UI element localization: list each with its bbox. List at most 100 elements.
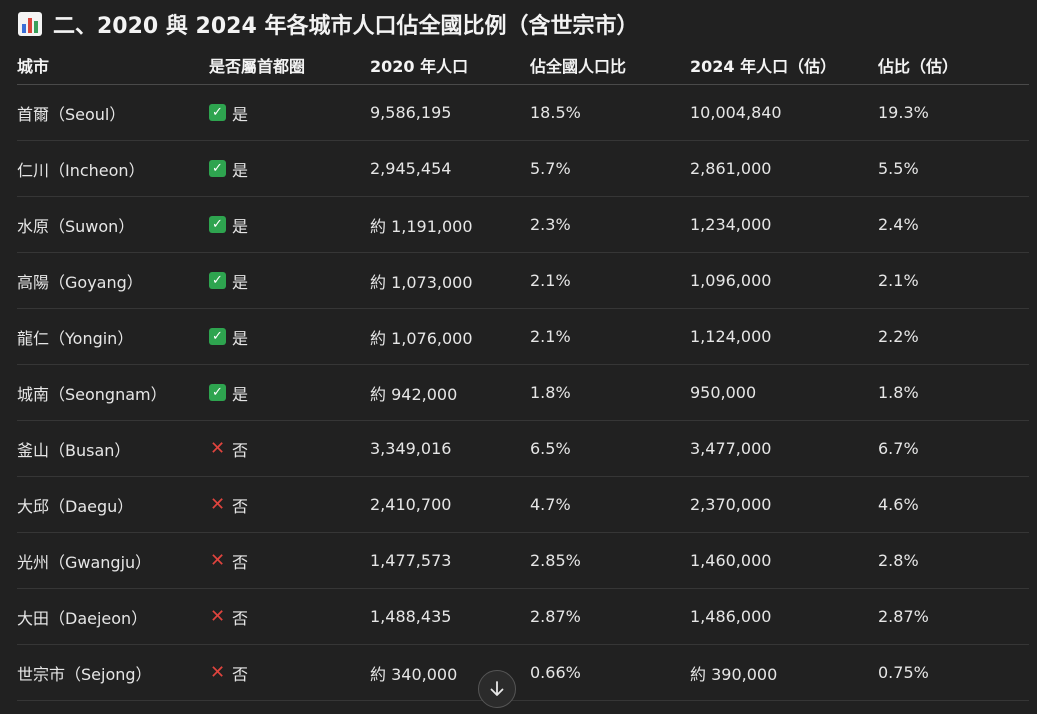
cross-icon: ✕ [209, 550, 226, 571]
column-header-share-2020: 佔全國人口比 [530, 46, 690, 85]
table-row: 龍仁（Yongin） ✓ 是約 1,076,000 2.1% 1,124,000 2.2% [17, 308, 1029, 365]
city-cell: 首爾（Seoul） [17, 84, 209, 141]
share-2024-cell: 2.87% [878, 588, 1029, 645]
table-row: 釜山（Busan） ✕ 否 3,349,016 6.5% 3,477,000 6.7% [17, 420, 1029, 477]
pop-2024-cell: 約 390,000 [690, 644, 878, 701]
bar-chart-icon [17, 11, 43, 37]
share-2020-cell: 0.66% [530, 644, 690, 701]
city-cell: 釜山（Busan） [17, 420, 209, 477]
capital-area-cell: ✓ 是 [209, 364, 370, 421]
table-header-row: 城市 是否屬首都圈 2020 年人口 佔全國人口比 2024 年人口（估） 佔比… [17, 46, 1029, 85]
check-icon: ✓ [209, 216, 226, 233]
check-icon: ✓ [209, 328, 226, 345]
share-2020-cell: 4.7% [530, 476, 690, 533]
scroll-down-button[interactable] [478, 670, 516, 708]
share-2020-cell: 5.7% [530, 140, 690, 197]
section-title: 二、2020 與 2024 年各城市人口佔全國比例（含世宗市） [53, 14, 639, 39]
share-2020-cell: 2.87% [530, 588, 690, 645]
check-icon: ✓ [209, 272, 226, 289]
capital-area-cell: ✓ 是 [209, 252, 370, 309]
share-2024-cell: 0.75% [878, 644, 1029, 701]
check-icon: ✓ [209, 104, 226, 121]
table-row: 大邱（Daegu） ✕ 否 2,410,700 4.7% 2,370,000 4.6% [17, 476, 1029, 533]
cross-icon: ✕ [209, 494, 226, 515]
capital-area-cell: ✕ 否 [209, 532, 370, 589]
capital-area-label: 否 [232, 608, 249, 628]
pop-2024-cell: 10,004,840 [690, 84, 878, 141]
pop-2024-cell: 1,124,000 [690, 308, 878, 365]
pop-2020-cell: 約 1,073,000 [370, 252, 530, 309]
pop-2020-cell: 2,410,700 [370, 476, 530, 533]
pop-2024-cell: 1,096,000 [690, 252, 878, 309]
capital-area-cell: ✓ 是 [209, 308, 370, 365]
pop-2020-cell: 約 1,076,000 [370, 308, 530, 365]
share-2020-cell: 18.5% [530, 84, 690, 141]
capital-area-label: 否 [232, 440, 249, 460]
capital-area-label: 是 [232, 328, 249, 348]
pop-2024-cell: 950,000 [690, 364, 878, 421]
column-header-pop-2024: 2024 年人口（估） [690, 46, 878, 85]
capital-area-label: 是 [232, 104, 249, 124]
pop-2020-cell: 3,349,016 [370, 420, 530, 477]
arrow-down-icon [490, 681, 504, 696]
city-cell: 城南（Seongnam） [17, 364, 209, 421]
pop-2024-cell: 2,861,000 [690, 140, 878, 197]
pop-2024-cell: 2,370,000 [690, 476, 878, 533]
city-cell: 仁川（Incheon） [17, 140, 209, 197]
pop-2020-cell: 2,945,454 [370, 140, 530, 197]
share-2024-cell: 5.5% [878, 140, 1029, 197]
table-row: 光州（Gwangju） ✕ 否 1,477,573 2.85% 1,460,000 2.8% [17, 532, 1029, 589]
check-icon: ✓ [209, 160, 226, 177]
table-row: 世宗市（Sejong） ✕ 否約 340,000 0.66% 約 390,000 0.75… [17, 644, 1029, 701]
table-row: 高陽（Goyang） ✓ 是約 1,073,000 2.1% 1,096,000 2.1% [17, 252, 1029, 309]
share-2024-cell: 2.1% [878, 252, 1029, 309]
capital-area-label: 是 [232, 160, 249, 180]
pop-2024-cell: 1,234,000 [690, 196, 878, 253]
capital-area-cell: ✕ 否 [209, 644, 370, 701]
capital-area-label: 是 [232, 384, 249, 404]
table-body: 首爾（Seoul） ✓ 是 9,586,195 18.5% 10,004,840 19.3%… [17, 84, 1029, 701]
cross-icon: ✕ [209, 438, 226, 459]
table-row: 水原（Suwon） ✓ 是約 1,191,000 2.3% 1,234,000 2.4% [17, 196, 1029, 253]
pop-2020-cell: 1,488,435 [370, 588, 530, 645]
capital-area-label: 是 [232, 216, 249, 236]
share-2024-cell: 2.4% [878, 196, 1029, 253]
city-cell: 高陽（Goyang） [17, 252, 209, 309]
table-row: 仁川（Incheon） ✓ 是 2,945,454 5.7% 2,861,000 5.5% [17, 140, 1029, 197]
share-2020-cell: 2.1% [530, 252, 690, 309]
share-2020-cell: 2.1% [530, 308, 690, 365]
table-row: 大田（Daejeon） ✕ 否 1,488,435 2.87% 1,486,000 2.87… [17, 588, 1029, 645]
table-row: 城南（Seongnam） ✓ 是約 942,000 1.8% 950,000 1.8% [17, 364, 1029, 421]
cross-icon: ✕ [209, 662, 226, 683]
pop-2024-cell: 3,477,000 [690, 420, 878, 477]
table-row: 首爾（Seoul） ✓ 是 9,586,195 18.5% 10,004,840 19.3% [17, 84, 1029, 141]
share-2024-cell: 2.2% [878, 308, 1029, 365]
column-header-city: 城市 [17, 46, 209, 85]
share-2024-cell: 19.3% [878, 84, 1029, 141]
pop-2020-cell: 1,477,573 [370, 532, 530, 589]
capital-area-label: 否 [232, 664, 249, 684]
section-heading: 二、2020 與 2024 年各城市人口佔全國比例（含世宗市） [17, 6, 638, 42]
city-cell: 大田（Daejeon） [17, 588, 209, 645]
share-2020-cell: 1.8% [530, 364, 690, 421]
column-header-pop-2020: 2020 年人口 [370, 46, 530, 85]
population-table: 城市 是否屬首都圈 2020 年人口 佔全國人口比 2024 年人口（估） 佔比… [17, 46, 1029, 701]
share-2020-cell: 2.85% [530, 532, 690, 589]
share-2024-cell: 6.7% [878, 420, 1029, 477]
capital-area-cell: ✓ 是 [209, 196, 370, 253]
share-2024-cell: 1.8% [878, 364, 1029, 421]
cross-icon: ✕ [209, 606, 226, 627]
column-header-share-2024: 佔比（估） [878, 46, 1029, 85]
capital-area-cell: ✓ 是 [209, 84, 370, 141]
city-cell: 光州（Gwangju） [17, 532, 209, 589]
share-2024-cell: 4.6% [878, 476, 1029, 533]
city-cell: 大邱（Daegu） [17, 476, 209, 533]
pop-2020-cell: 9,586,195 [370, 84, 530, 141]
capital-area-cell: ✕ 否 [209, 420, 370, 477]
pop-2020-cell: 約 1,191,000 [370, 196, 530, 253]
pop-2024-cell: 1,460,000 [690, 532, 878, 589]
share-2020-cell: 6.5% [530, 420, 690, 477]
capital-area-cell: ✓ 是 [209, 140, 370, 197]
share-2020-cell: 2.3% [530, 196, 690, 253]
